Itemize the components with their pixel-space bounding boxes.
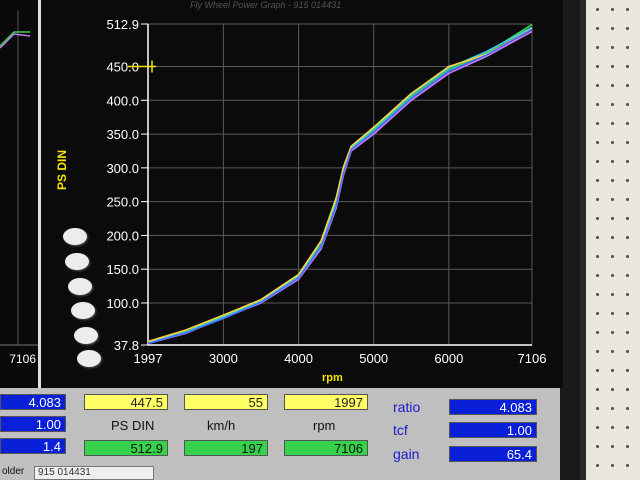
kmh-unit-label: km/h xyxy=(207,418,236,433)
gain-label: gain xyxy=(393,446,420,462)
gain-field[interactable]: 65.4 xyxy=(449,446,537,462)
y-tick-label-8: 450.0 xyxy=(106,59,139,74)
series-line-4 xyxy=(147,28,533,345)
y-tick-label-2: 150.0 xyxy=(106,262,139,277)
y-tick-label-4: 250.0 xyxy=(106,195,139,210)
y-tick-label-1: 100.0 xyxy=(106,296,139,311)
run-toggle-3[interactable] xyxy=(68,278,92,295)
series-line-3 xyxy=(147,28,533,343)
ps-current-field: 447.5 xyxy=(84,394,168,410)
x-tick-label-1: 3000 xyxy=(209,351,238,366)
ps-max-field: 512.9 xyxy=(84,440,168,456)
x-tick-label-5: 7106 xyxy=(518,351,547,366)
x-axis-label: rpm xyxy=(322,372,343,384)
left-ratio-field: 4.083 xyxy=(0,394,66,410)
left-graph-fragment xyxy=(0,10,38,346)
window-title: Fly Wheel Power Graph - 915 014431 xyxy=(190,0,342,10)
readout-panel: 4.083 1.00 1.4 447.5 55 1997 PS DIN km/h… xyxy=(0,388,560,480)
x-tick-label-3: 5000 xyxy=(359,351,388,366)
y-tick-label-7: 400.0 xyxy=(106,93,139,108)
left-x-max-label: 7106 xyxy=(9,352,36,366)
folder-label: older xyxy=(2,466,25,477)
x-tick-label-2: 4000 xyxy=(284,351,313,366)
y-tick-label-5: 300.0 xyxy=(106,161,139,176)
kmh-current-field: 55 xyxy=(184,394,268,410)
ratio-label: ratio xyxy=(393,399,421,415)
left-gain-field: 1.4 xyxy=(0,438,66,454)
y-tick-label-6: 350.0 xyxy=(106,127,139,142)
ps-unit-label: PS DIN xyxy=(111,418,155,433)
y-tick-label-9: 512.9 xyxy=(106,17,139,32)
run-toggle-4[interactable] xyxy=(71,302,95,319)
tcf-label: tcf xyxy=(393,422,408,438)
graph-panel xyxy=(38,0,563,388)
rpm-max-field: 7106 xyxy=(284,440,368,456)
folder-field[interactable]: 915 014431 xyxy=(34,466,154,480)
run-toggle-1[interactable] xyxy=(63,228,87,245)
y-tick-label-0: 37.8 xyxy=(114,338,139,353)
left-tcf-field: 1.00 xyxy=(0,416,66,432)
power-chart: 1997 3000 4000 5000 6000 7106 37.8 100.0 150.0 20… xyxy=(106,17,547,366)
x-tick-label-4: 6000 xyxy=(434,351,463,366)
x-tick-label-0: 1997 xyxy=(134,351,163,366)
y-axis-label: PS DIN xyxy=(55,149,69,190)
rpm-unit-label: rpm xyxy=(313,418,336,433)
y-tick-label-3: 200.0 xyxy=(106,228,139,243)
tcf-field[interactable]: 1.00 xyxy=(449,422,537,438)
ratio-field[interactable]: 4.083 xyxy=(449,399,537,415)
run-toggle-6[interactable] xyxy=(77,350,101,367)
kmh-max-field: 197 xyxy=(184,440,268,456)
run-toggle-2[interactable] xyxy=(65,253,89,270)
run-toggle-5[interactable] xyxy=(74,327,98,344)
rpm-current-field: 1997 xyxy=(284,394,368,410)
